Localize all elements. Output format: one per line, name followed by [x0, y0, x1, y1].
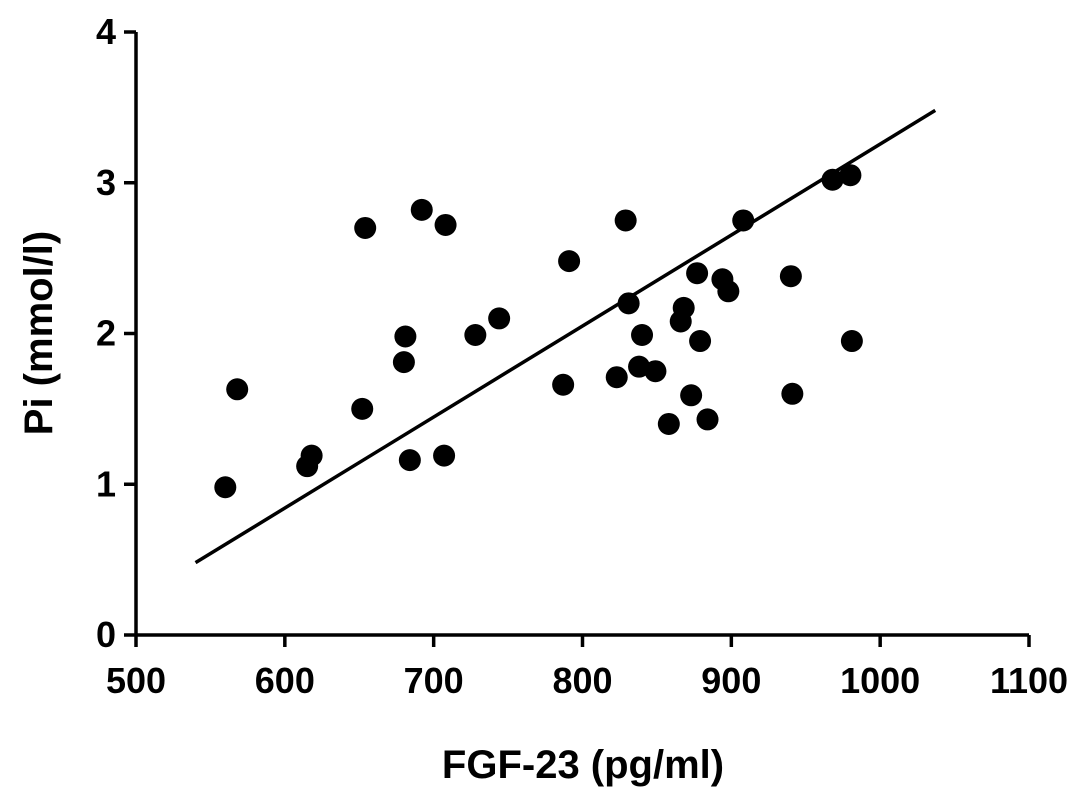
data-point [351, 397, 374, 420]
y-tick-label: 1 [96, 463, 116, 504]
data-point [779, 265, 802, 288]
regression-line-group [194, 108, 937, 565]
data-point [398, 449, 421, 472]
data-point [488, 307, 511, 330]
data-point [717, 280, 740, 303]
data-point [392, 351, 415, 374]
data-point [394, 325, 417, 348]
data-point [781, 382, 804, 405]
data-point [686, 262, 709, 285]
data-point [464, 324, 487, 347]
data-point [214, 476, 237, 499]
x-tick-label: 700 [404, 660, 464, 701]
data-point [696, 408, 719, 431]
data-point [732, 209, 755, 232]
data-point [644, 360, 667, 383]
x-tick-label: 1100 [990, 660, 1068, 701]
data-point [840, 330, 863, 353]
data-point [657, 412, 680, 435]
data-point [689, 330, 712, 353]
y-tick-label: 0 [96, 614, 116, 655]
data-point [354, 216, 377, 239]
data-points [214, 164, 863, 499]
data-point [605, 366, 628, 389]
data-point [821, 168, 844, 191]
x-axis-title: FGF-23 (pg/ml) [442, 743, 724, 787]
x-tick-label: 800 [552, 660, 612, 701]
data-point [617, 292, 640, 315]
data-point [433, 444, 456, 467]
data-point [552, 373, 575, 396]
data-point [300, 444, 323, 467]
data-point [614, 209, 637, 232]
x-tick-label: 1000 [840, 660, 920, 701]
data-point [631, 324, 654, 347]
x-axis: 500 600 700 800 900 1000 1100 [106, 633, 1068, 701]
data-point [410, 198, 433, 221]
data-point [226, 378, 249, 401]
data-point [680, 384, 703, 407]
y-tick-label: 4 [96, 11, 116, 52]
x-tick-label: 600 [255, 660, 315, 701]
y-tick-label: 2 [96, 313, 116, 354]
x-tick-label: 900 [701, 660, 761, 701]
data-point [672, 296, 695, 319]
data-point [558, 250, 581, 273]
data-point [839, 164, 862, 187]
regression-line [194, 108, 937, 565]
y-tick-label: 3 [96, 162, 116, 203]
x-tick-label: 500 [106, 660, 166, 701]
y-axis-title: Pi (mmol/l) [17, 231, 61, 435]
y-axis: 0 1 2 3 4 [96, 11, 138, 655]
data-point [434, 213, 457, 236]
